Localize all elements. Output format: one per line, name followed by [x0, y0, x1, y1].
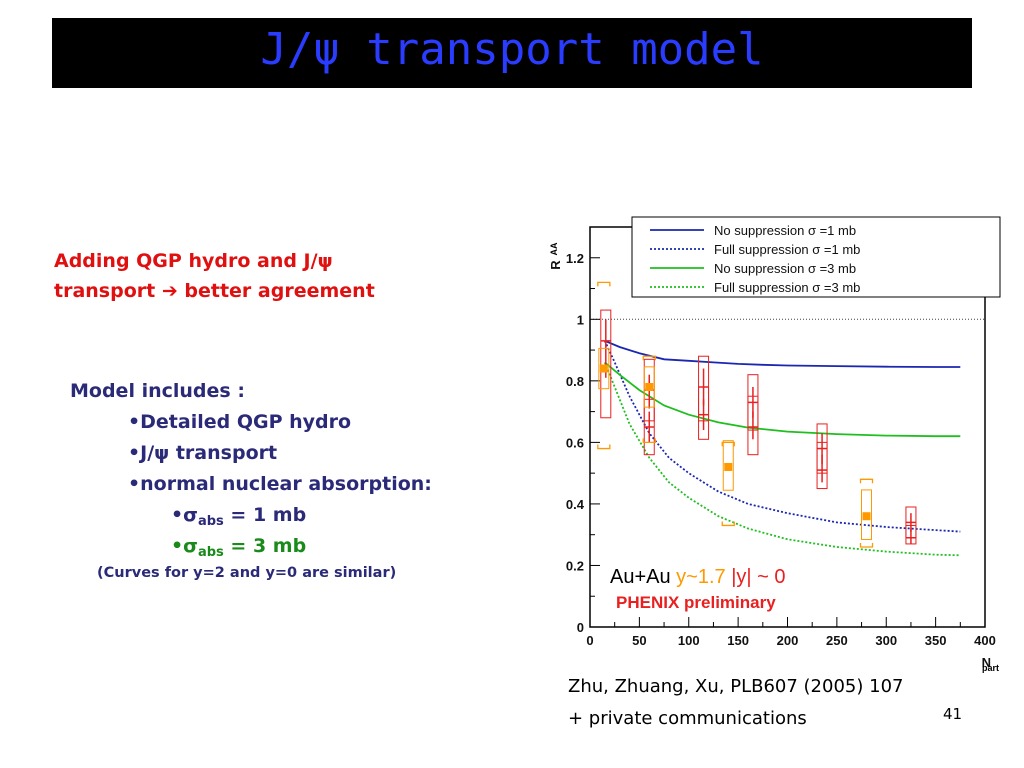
y-tick-label: 0.6 [566, 435, 584, 450]
slide-title: J/ψ transport model [260, 24, 764, 75]
data-syst-bracket [642, 355, 656, 361]
citation-line-1: Zhu, Zhuang, Xu, PLB607 (2005) 107 [568, 676, 904, 697]
headline-line-2: transport ➔ better agreement [54, 280, 375, 302]
data-syst-bracket [859, 478, 874, 484]
headline-line-2-start: transport [54, 280, 156, 302]
sigma-1mb-value: = 1 mb [230, 504, 307, 526]
headline-line-1: Adding QGP hydro and J/ψ [54, 250, 333, 272]
legend-label-2: Full suppression σ =1 mb [714, 242, 860, 257]
x-tick-label: 400 [974, 633, 996, 648]
system-annotation: Au+Au y~1.7 |y| ~ 0 [610, 566, 786, 588]
bullet-qgp-hydro: •Detailed QGP hydro [128, 411, 352, 433]
data-syst-box [861, 489, 872, 540]
data-syst-bracket [721, 521, 735, 527]
y-tick-label: 1.2 [566, 251, 584, 266]
data-syst-box [600, 309, 612, 419]
system-label: Au+Au [610, 566, 676, 588]
data-syst-bracket [642, 438, 656, 444]
experiment-label: PHENIX preliminary [616, 593, 776, 612]
mid-rapidity-label: |y| ~ 0 [731, 566, 785, 588]
data-syst-box [905, 524, 917, 545]
y-tick-label: 0.4 [566, 497, 585, 512]
data-syst-box [643, 366, 655, 408]
data-syst-box [722, 440, 734, 491]
arrow-right-icon: ➔ [161, 280, 178, 302]
y-tick-label: 1 [577, 312, 584, 327]
x-tick-label: 100 [678, 633, 700, 648]
data-syst-bracket [859, 543, 874, 548]
sigma-symbol: •σ [171, 504, 198, 526]
data-syst-box [598, 347, 610, 390]
legend-label-4: Full suppression σ =3 mb [714, 280, 860, 295]
model-curve-4 [603, 362, 961, 557]
data-syst-bracket [721, 441, 735, 447]
title-bar: J/ψ transport model [52, 18, 972, 88]
sigma-3mb-value: = 3 mb [230, 535, 307, 557]
data-syst-box [816, 441, 828, 490]
x-tick-label: 0 [586, 633, 593, 648]
bullet-jpsi-transport: •J/ψ transport [128, 442, 278, 464]
sigma-3mb-item: •σabs = 3 mb [171, 535, 306, 560]
y-tick-label: 0 [577, 620, 584, 635]
forward-rapidity-label: y~1.7 [676, 566, 731, 588]
data-point-marker [645, 383, 654, 391]
sigma-symbol: •σ [171, 535, 198, 557]
x-tick-label: 300 [875, 633, 897, 648]
curves-note: (Curves for y=2 and y=0 are similar) [97, 565, 397, 581]
x-axis-label-sub: part [982, 663, 999, 673]
x-axis-label: N [982, 655, 991, 670]
y-axis-label-sub: AA [549, 242, 559, 255]
data-point-marker [862, 512, 871, 521]
headline-line-2-end: better agreement [184, 280, 375, 302]
x-tick-label: 200 [777, 633, 799, 648]
x-tick-label: 50 [632, 633, 646, 648]
citation-line-2: + private communications [568, 708, 807, 729]
sigma-1mb-item: •σabs = 1 mb [171, 504, 306, 529]
data-syst-box [698, 386, 710, 440]
data-point-marker [724, 463, 733, 471]
y-tick-label: 0.2 [566, 558, 584, 573]
model-curve-1 [604, 339, 961, 368]
legend-label-1: No suppression σ =1 mb [714, 223, 856, 238]
data-syst-bracket [597, 281, 611, 287]
y-tick-label: 0.8 [566, 374, 584, 389]
data-point-marker [599, 364, 608, 373]
legend-label-3: No suppression σ =3 mb [714, 261, 856, 276]
sigma-subscript: abs [197, 545, 224, 560]
x-tick-label: 350 [925, 633, 947, 648]
x-tick-label: 150 [727, 633, 749, 648]
raa-chart: 0 50 100 150 200 250 300 350 400 0 0.2 0.4 0.6 0.8 1 1.… [548, 216, 1001, 673]
data-syst-bracket [597, 444, 611, 450]
y-axis-label: R [548, 260, 563, 270]
data-syst-box [747, 395, 759, 456]
page-number: 41 [943, 705, 963, 723]
sigma-subscript: abs [197, 514, 224, 529]
bullet-nuclear-absorption: •normal nuclear absorption: [128, 473, 432, 495]
model-curve-3 [604, 361, 961, 438]
model-heading: Model includes : [70, 380, 245, 402]
x-tick-label: 250 [826, 633, 848, 648]
model-curve-2 [603, 340, 961, 533]
